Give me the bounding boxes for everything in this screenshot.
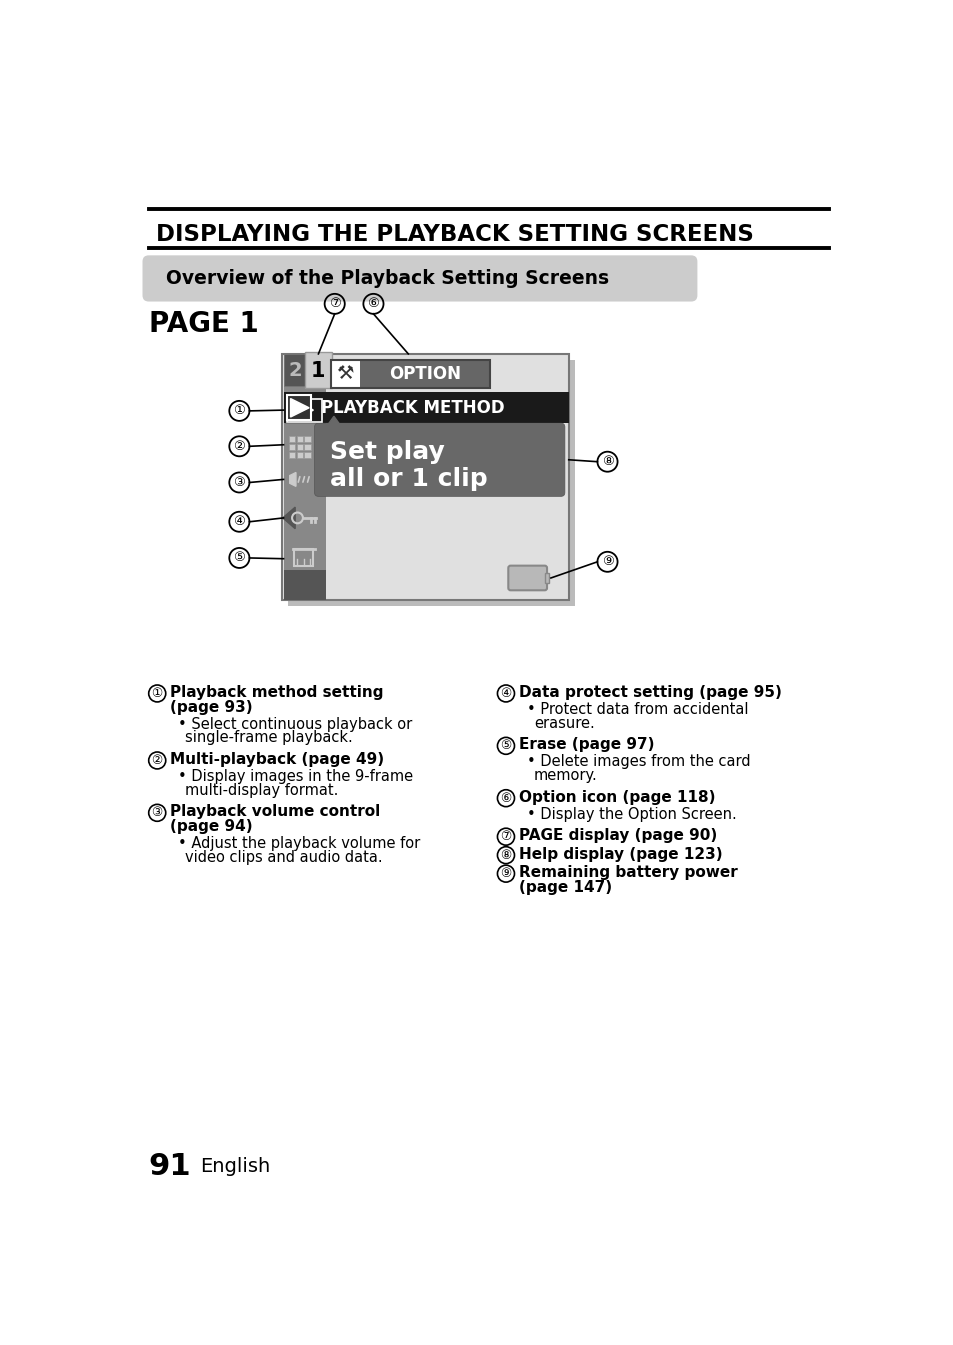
Text: ⚒: ⚒	[336, 364, 354, 383]
Bar	[289, 436, 294, 443]
Bar	[283, 569, 326, 600]
Text: memory.: memory.	[534, 768, 597, 783]
Bar	[283, 354, 326, 600]
Text: multi-display format.: multi-display format.	[185, 783, 338, 798]
Text: Set play: Set play	[330, 440, 444, 464]
Bar	[282, 354, 568, 600]
Text: ⑧: ⑧	[499, 849, 511, 862]
Text: • Select continuous playback or: • Select continuous playback or	[178, 717, 412, 732]
Text: ⑥: ⑥	[367, 297, 379, 311]
Text: ⑨: ⑨	[499, 868, 511, 880]
Text: Help display (page 123): Help display (page 123)	[518, 847, 722, 862]
Text: ⑤: ⑤	[233, 551, 245, 565]
FancyBboxPatch shape	[283, 354, 307, 386]
Text: PAGE 1: PAGE 1	[149, 309, 258, 338]
Text: (page 93): (page 93)	[171, 699, 253, 714]
Text: Overview of the Playback Setting Screens: Overview of the Playback Setting Screens	[166, 269, 608, 288]
Text: all or 1 clip: all or 1 clip	[330, 467, 487, 491]
Text: 2: 2	[288, 360, 302, 379]
Bar	[304, 436, 311, 443]
Bar	[285, 545, 324, 573]
Polygon shape	[291, 398, 309, 417]
Bar	[544, 573, 549, 582]
Text: ①: ①	[152, 687, 163, 699]
Bar	[304, 444, 311, 451]
Bar	[283, 393, 568, 424]
Text: • Display images in the 9-frame: • Display images in the 9-frame	[178, 769, 413, 784]
Text: ⑦: ⑦	[499, 830, 511, 843]
FancyBboxPatch shape	[508, 566, 546, 590]
Polygon shape	[297, 402, 313, 418]
Bar	[287, 398, 322, 422]
Text: English: English	[200, 1157, 271, 1176]
Bar	[296, 444, 303, 451]
Text: PAGE display (page 90): PAGE display (page 90)	[518, 829, 717, 843]
Text: (page 94): (page 94)	[171, 819, 253, 834]
Text: ③: ③	[233, 476, 245, 490]
Text: • Adjust the playback volume for: • Adjust the playback volume for	[178, 837, 420, 851]
Text: ③: ③	[152, 806, 163, 819]
Bar	[304, 452, 311, 457]
Text: Option icon (page 118): Option icon (page 118)	[518, 790, 715, 804]
Text: ④: ④	[499, 687, 511, 699]
Bar	[296, 436, 303, 443]
Text: PLAYBACK METHOD: PLAYBACK METHOD	[320, 399, 504, 417]
Text: • Protect data from accidental: • Protect data from accidental	[526, 702, 747, 717]
Text: Remaining battery power: Remaining battery power	[518, 865, 737, 880]
Bar	[289, 452, 294, 457]
Bar	[285, 397, 324, 424]
Bar	[289, 444, 294, 451]
FancyBboxPatch shape	[305, 352, 332, 387]
Text: erasure.: erasure.	[534, 716, 594, 730]
Text: ②: ②	[233, 440, 245, 453]
Bar	[285, 465, 324, 494]
Text: Multi-playback (page 49): Multi-playback (page 49)	[171, 752, 384, 767]
Text: 91: 91	[149, 1151, 192, 1181]
Bar	[331, 360, 489, 387]
Bar	[296, 452, 303, 457]
FancyBboxPatch shape	[142, 256, 697, 301]
Text: 1: 1	[311, 360, 325, 381]
Text: OPTION: OPTION	[389, 364, 460, 383]
Text: Playback method setting: Playback method setting	[171, 685, 383, 699]
Bar	[285, 504, 324, 531]
Bar	[288, 360, 575, 607]
Text: Playback volume control: Playback volume control	[171, 804, 380, 819]
Text: Data protect setting (page 95): Data protect setting (page 95)	[518, 685, 781, 699]
Text: single-frame playback.: single-frame playback.	[185, 730, 353, 745]
Bar	[331, 360, 360, 387]
Text: ②: ②	[152, 755, 163, 767]
FancyBboxPatch shape	[314, 424, 564, 496]
Text: ⑧: ⑧	[601, 455, 613, 468]
Text: ④: ④	[233, 515, 245, 529]
Text: ①: ①	[233, 405, 245, 417]
Text: ⑨: ⑨	[601, 555, 613, 569]
Text: • Delete images from the card: • Delete images from the card	[526, 755, 750, 769]
Text: video clips and audio data.: video clips and audio data.	[185, 850, 382, 865]
Text: Erase (page 97): Erase (page 97)	[518, 737, 654, 752]
Bar	[360, 360, 489, 387]
Text: DISPLAYING THE PLAYBACK SETTING SCREENS: DISPLAYING THE PLAYBACK SETTING SCREENS	[155, 223, 753, 246]
Bar	[294, 550, 313, 566]
Text: ⑦: ⑦	[329, 297, 340, 311]
Polygon shape	[326, 416, 341, 428]
Bar	[286, 395, 311, 420]
Text: • Display the Option Screen.: • Display the Option Screen.	[526, 807, 736, 822]
Text: ⑤: ⑤	[499, 740, 511, 752]
Text: ⑥: ⑥	[499, 792, 511, 804]
Bar	[285, 430, 324, 459]
Text: (page 147): (page 147)	[518, 880, 612, 894]
Polygon shape	[290, 472, 295, 487]
Polygon shape	[282, 507, 294, 529]
